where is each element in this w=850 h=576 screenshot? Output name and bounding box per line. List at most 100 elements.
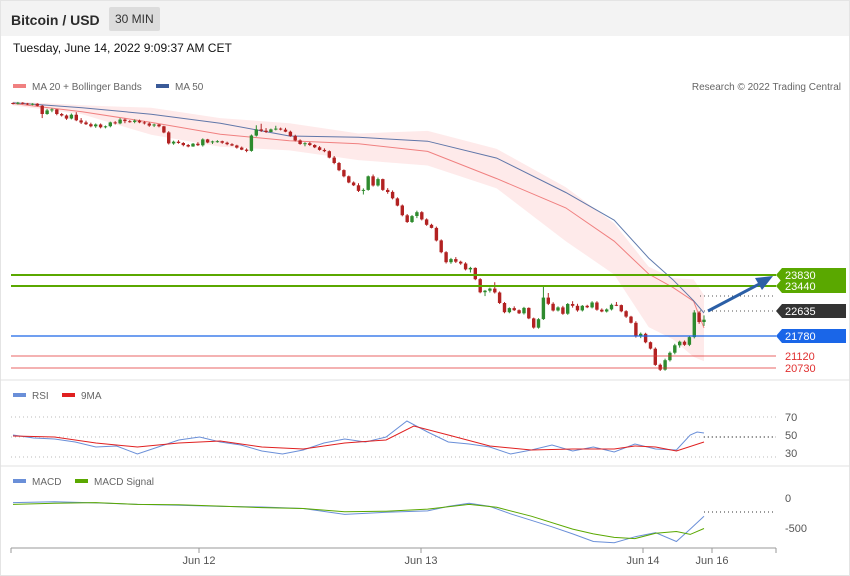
candle-body (240, 147, 244, 150)
candle-body (420, 212, 424, 220)
candle-body (259, 129, 263, 131)
candle-body (269, 129, 273, 132)
candle-body (600, 309, 604, 312)
candle-body (50, 109, 54, 111)
ma50-legend-swatch (156, 84, 169, 88)
candle-body (682, 341, 687, 345)
candle-body (366, 176, 370, 190)
resistance-level-label: 23440 (785, 281, 816, 293)
candle-body (658, 364, 662, 370)
candle-body (133, 120, 137, 122)
candle-body (575, 305, 580, 311)
rsi-legend-swatch (13, 393, 26, 397)
resistance-level-tag (776, 268, 846, 282)
ma20-legend-label: MA 20 + Bollinger Bands (32, 82, 142, 93)
candle-body (108, 122, 112, 127)
macd-tick-label: 0 (785, 493, 791, 505)
candle-body (361, 189, 366, 191)
candle-body (142, 122, 147, 124)
candle-body (497, 292, 502, 303)
header-bar: Bitcoin / USD 30 MIN (1, 1, 849, 36)
candle-body (609, 304, 614, 310)
candle-body (162, 126, 166, 133)
candle-body (118, 119, 122, 124)
candle-body (687, 337, 692, 345)
candle-body (25, 103, 30, 105)
candle-body (400, 205, 404, 216)
candle-body (556, 307, 560, 311)
rsi-ma-legend-swatch (62, 393, 75, 397)
candle-body (488, 288, 492, 291)
macd-line (12, 501, 705, 544)
candle-body (322, 149, 327, 152)
candle-body (181, 143, 185, 146)
candle-body (293, 136, 297, 141)
candle-body (313, 145, 317, 148)
ma50-line (12, 102, 705, 314)
candle-body (283, 129, 288, 132)
candle-body (697, 312, 701, 322)
candle-body (157, 124, 161, 127)
candle-body (98, 124, 103, 128)
x-axis-ticks (10, 548, 777, 553)
candle-body (264, 130, 268, 132)
candle-body (205, 139, 210, 143)
rsi-legend-label: RSI (32, 391, 49, 402)
candle-body (274, 128, 278, 130)
candle-body (176, 141, 181, 143)
candle-body (103, 126, 108, 128)
rsi-tick-label: 50 (785, 430, 797, 442)
instrument-title: Bitcoin / USD (11, 12, 100, 28)
candle-body (551, 303, 555, 311)
pivot-level-tag (776, 329, 846, 343)
candle-body (55, 109, 59, 114)
candle-body (434, 227, 439, 241)
candle-body (303, 143, 307, 145)
candle-body (196, 143, 200, 146)
candle-body (254, 129, 258, 136)
candle-body (595, 302, 599, 310)
candle-body (45, 110, 49, 114)
macd-legend-swatch (13, 479, 26, 483)
candle-body (332, 157, 336, 163)
candle-body (668, 352, 672, 361)
candle-body (415, 212, 419, 216)
candle-body (673, 345, 677, 353)
candle-body (308, 143, 312, 145)
credit-text: Research © 2022 Trading Central (692, 82, 841, 93)
candle-body (225, 142, 229, 145)
candle-body (191, 143, 195, 147)
candle-body (220, 141, 224, 143)
macd-layer (12, 501, 776, 544)
candle-body (11, 103, 15, 104)
rsi-layer (11, 416, 776, 458)
candle-body (522, 307, 526, 314)
interval-badge[interactable]: 30 MIN (109, 7, 160, 31)
candle-body (570, 304, 575, 306)
forecast-arrow-head (755, 276, 773, 290)
candle-body (230, 144, 234, 146)
candle-body (678, 341, 682, 346)
candle-body (84, 122, 88, 125)
macd-signal-legend-swatch (75, 479, 88, 483)
ma50-legend-label: MA 50 (175, 82, 204, 93)
candle-body (152, 124, 156, 126)
candle-body (235, 145, 239, 148)
last-price-tag (776, 304, 846, 318)
candle-body (40, 105, 44, 114)
candle-body (186, 145, 190, 147)
macd-legend-label: MACD (32, 477, 61, 488)
pivot-level-label: 21780 (785, 331, 816, 343)
candle-body (371, 176, 375, 186)
forecast-arrow (707, 279, 766, 313)
candle-body (337, 163, 341, 171)
candle-body (493, 288, 497, 293)
candle-body (653, 348, 657, 365)
candle-body (395, 198, 400, 206)
candle-body (79, 120, 83, 123)
candle-body (643, 333, 648, 343)
candle-body (201, 139, 205, 146)
candle-body (566, 304, 570, 314)
candle-body (249, 135, 254, 151)
candle-body (410, 216, 414, 222)
